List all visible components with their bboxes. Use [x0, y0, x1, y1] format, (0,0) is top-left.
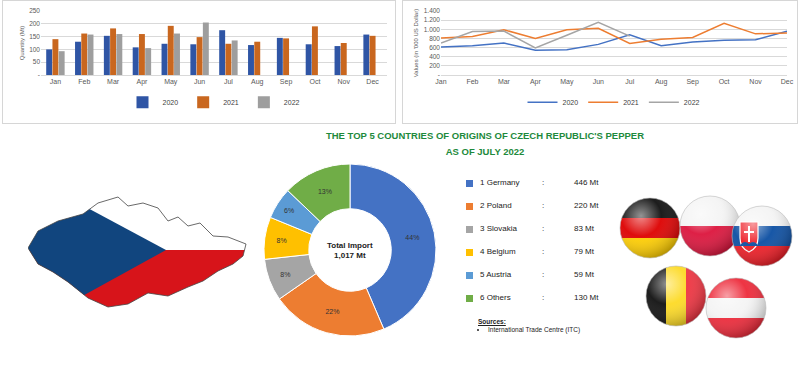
svg-text:200: 200 [29, 20, 40, 27]
svg-text:Jun: Jun [593, 78, 604, 85]
svg-text:Apr: Apr [530, 78, 542, 86]
html-text:130 Mt: 130 Mt [574, 293, 599, 302]
html-text:4 Belgium: 4 Belgium [480, 247, 516, 256]
svg-text:Sep: Sep [686, 78, 699, 86]
svg-text:Oct: Oct [309, 78, 320, 85]
svg-text:Mar: Mar [498, 78, 511, 85]
svg-text:2022: 2022 [284, 99, 300, 106]
svg-text:8%: 8% [280, 271, 290, 278]
svg-text:Quantity (Mt): Quantity (Mt) [19, 26, 25, 61]
svg-text:6%: 6% [284, 207, 294, 214]
svg-text:Apr: Apr [136, 78, 148, 86]
svg-text:Dec: Dec [366, 78, 379, 85]
svg-text:Sep: Sep [280, 78, 293, 86]
svg-text:2021: 2021 [623, 99, 639, 106]
html-text:446 Mt: 446 Mt [574, 178, 599, 187]
svg-text:400: 400 [429, 53, 440, 60]
svg-text:Jul: Jul [625, 78, 634, 85]
svg-text:2020: 2020 [163, 99, 179, 106]
svg-text:Values (in '000 US Dollar): Values (in '000 US Dollar) [413, 9, 419, 77]
svg-text:1.000: 1.000 [424, 26, 441, 33]
svg-text:Mar: Mar [107, 78, 120, 85]
svg-text:Dec: Dec [781, 78, 794, 85]
html-text:2 Poland: 2 Poland [480, 201, 512, 210]
svg-text:Feb: Feb [466, 78, 478, 85]
svg-text:250: 250 [29, 7, 40, 14]
svg-text:1.400: 1.400 [424, 7, 441, 14]
svg-text:22%: 22% [325, 308, 339, 315]
svg-text:Feb: Feb [78, 78, 90, 85]
svg-text:Total Import1,017 Mt: Total Import1,017 Mt [327, 241, 373, 260]
svg-text:Nov: Nov [749, 78, 762, 85]
html-text:AS OF JULY 2022: AS OF JULY 2022 [445, 146, 525, 157]
svg-text:150: 150 [29, 33, 40, 40]
svg-text:Jul: Jul [224, 78, 233, 85]
svg-text:Jan: Jan [435, 78, 446, 85]
html-text:59 Mt: 59 Mt [574, 270, 594, 279]
html-text:6 Others: 6 Others [480, 293, 511, 302]
svg-text:Aug: Aug [655, 78, 668, 86]
svg-text:800: 800 [429, 35, 440, 42]
svg-text:200: 200 [429, 62, 440, 69]
svg-text:-: - [438, 71, 440, 78]
svg-text:44%: 44% [405, 234, 419, 241]
html-text:THE TOP 5 COUNTRIES OF ORIGINS: THE TOP 5 COUNTRIES OF ORIGINS OF CZECH … [326, 130, 644, 141]
html-text:1 Germany: 1 Germany [480, 178, 520, 187]
svg-text:50: 50 [33, 58, 41, 65]
svg-text:600: 600 [429, 44, 440, 51]
svg-text:8%: 8% [277, 237, 287, 244]
svg-text:2021: 2021 [223, 99, 239, 106]
html-text:220 Mt: 220 Mt [574, 201, 599, 210]
html-text:5 Austria: 5 Austria [480, 270, 512, 279]
html-text:International Trade Centre (IT: International Trade Centre (ITC) [488, 326, 581, 333]
html-text:79 Mt: 79 Mt [574, 247, 594, 256]
svg-text:Jan: Jan [50, 78, 61, 85]
svg-text:2022: 2022 [684, 99, 700, 106]
svg-text:May: May [164, 78, 178, 86]
html-text:3 Slovakia: 3 Slovakia [480, 224, 517, 233]
html-text:83 Mt: 83 Mt [574, 224, 594, 233]
svg-text:100: 100 [29, 46, 40, 53]
svg-text:Nov: Nov [338, 78, 351, 85]
svg-text:2020: 2020 [563, 99, 579, 106]
svg-text:May: May [560, 78, 574, 86]
svg-text:Oct: Oct [719, 78, 730, 85]
svg-text:1.200: 1.200 [424, 16, 441, 23]
svg-text:-: - [38, 71, 40, 78]
svg-text:13%: 13% [318, 188, 332, 195]
svg-text:Aug: Aug [251, 78, 264, 86]
svg-text:Jun: Jun [194, 78, 205, 85]
html-text:Sources:: Sources: [478, 318, 506, 325]
